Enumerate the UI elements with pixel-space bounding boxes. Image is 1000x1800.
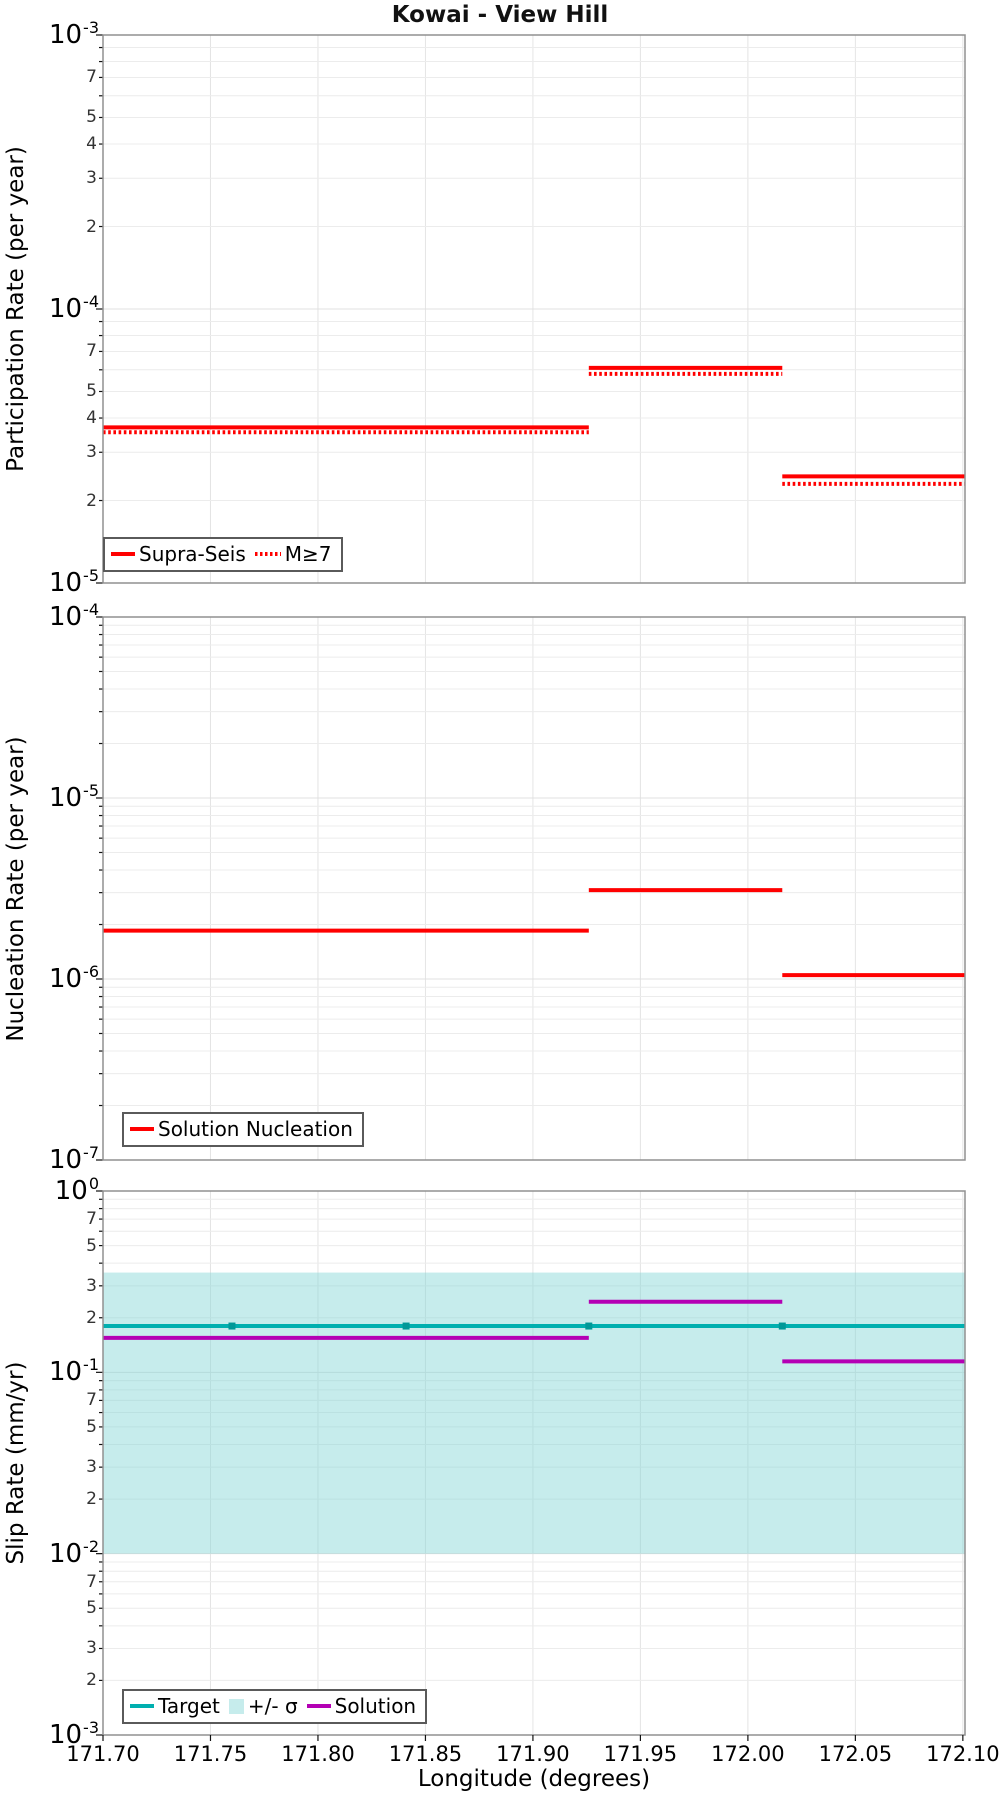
sigma-band — [103, 1272, 965, 1554]
y-minor-tick-label: 4 — [86, 134, 97, 155]
legend-swatch-line — [130, 1127, 154, 1131]
y-minor-tick-label: 7 — [86, 1390, 97, 1411]
y-major-tick-label: 10-7 — [48, 1143, 99, 1175]
legend-nucleation-rate: Solution Nucleation — [122, 1112, 364, 1147]
y-minor-tick-label: 7 — [86, 1571, 97, 1592]
y-minor-tick-label: 3 — [86, 442, 97, 463]
legend-item: M≥7 — [254, 542, 332, 566]
x-tick-label: 172.10 — [926, 1742, 1000, 1766]
legend-label: Supra-Seis — [139, 542, 246, 566]
panel-frame — [102, 34, 966, 584]
series-marker — [402, 1322, 410, 1330]
legend-participation-rate: Supra-Seis M≥7 — [103, 537, 343, 572]
y-minor-tick-label: 7 — [86, 341, 97, 362]
legend-swatch-dotted — [254, 552, 281, 556]
y-minor-tick-label: 3 — [86, 1275, 97, 1296]
legend-label: Solution — [334, 1694, 417, 1718]
legend-swatch-line — [111, 552, 135, 556]
y-axis-label-slip-rate: Slip Rate (mm/yr) — [3, 1361, 29, 1565]
legend-item: Solution — [306, 1694, 417, 1718]
y-major-tick-label: 10-3 — [48, 1718, 99, 1750]
legend-item: Solution Nucleation — [130, 1117, 353, 1141]
x-axis-label: Longitude (degrees) — [417, 1766, 651, 1792]
y-major-tick-label: 100 — [54, 1174, 99, 1206]
y-minor-tick-label: 5 — [86, 381, 97, 402]
legend-swatch-line — [130, 1704, 154, 1708]
y-minor-tick-label: 5 — [86, 1598, 97, 1619]
legend-swatch-line — [306, 1704, 331, 1708]
y-axis-label-nucleation-rate: Nucleation Rate (per year) — [3, 735, 29, 1042]
chart-title: Kowai - View Hill — [391, 2, 609, 28]
y-minor-tick-label: 5 — [86, 1416, 97, 1437]
x-tick-label: 171.80 — [281, 1742, 355, 1766]
y-major-tick-label: 10-3 — [48, 18, 99, 50]
x-tick-label: 171.90 — [496, 1742, 570, 1766]
y-minor-tick-label: 2 — [86, 1670, 97, 1691]
legend-item: +/- σ — [228, 1694, 298, 1718]
legend-item: Supra-Seis — [111, 542, 246, 566]
x-tick-label: 172.00 — [711, 1742, 785, 1766]
series-marker — [585, 1322, 593, 1330]
y-minor-tick-label: 3 — [86, 1638, 97, 1659]
legend-label: M≥7 — [284, 542, 332, 566]
y-major-tick-label: 10-1 — [48, 1355, 99, 1388]
series-marker — [778, 1322, 786, 1330]
y-minor-tick-label: 5 — [86, 1235, 97, 1256]
y-major-tick-label: 10-5 — [48, 781, 99, 813]
y-major-tick-label: 10-6 — [48, 962, 99, 994]
y-minor-tick-label: 5 — [86, 107, 97, 128]
y-major-tick-label: 10-2 — [48, 1536, 99, 1569]
x-tick-label: 171.85 — [388, 1742, 463, 1766]
y-major-tick-label: 10-4 — [48, 292, 99, 324]
y-minor-tick-label: 4 — [86, 408, 97, 429]
y-minor-tick-label: 3 — [86, 168, 97, 189]
y-axis-label-participation-rate: Participation Rate (per year) — [3, 146, 29, 472]
y-minor-tick-label: 2 — [86, 216, 97, 237]
x-tick-label: 171.70 — [66, 1742, 140, 1766]
x-tick-label: 171.75 — [173, 1742, 248, 1766]
y-minor-tick-label: 3 — [86, 1457, 97, 1478]
y-minor-tick-label: 7 — [86, 67, 97, 88]
y-minor-tick-label: 2 — [86, 490, 97, 511]
legend-item: Target — [130, 1694, 220, 1718]
legend-label: Solution Nucleation — [158, 1117, 353, 1141]
legend-swatch-square — [228, 1698, 244, 1714]
y-major-tick-label: 10-4 — [48, 600, 99, 632]
panel-frame — [102, 1190, 966, 1736]
x-tick-label: 171.95 — [603, 1742, 678, 1766]
y-minor-tick-label: 7 — [86, 1209, 97, 1230]
series-marker — [228, 1322, 236, 1330]
y-minor-tick-label: 2 — [86, 1307, 97, 1328]
y-major-tick-label: 10-5 — [48, 566, 99, 598]
y-minor-tick-label: 2 — [86, 1489, 97, 1510]
legend-label: +/- σ — [247, 1694, 298, 1718]
legend-slip-rate: Target +/- σ Solution — [122, 1689, 428, 1724]
legend-label: Target — [158, 1694, 220, 1718]
panel-frame — [102, 616, 966, 1161]
x-tick-label: 172.05 — [818, 1742, 893, 1766]
